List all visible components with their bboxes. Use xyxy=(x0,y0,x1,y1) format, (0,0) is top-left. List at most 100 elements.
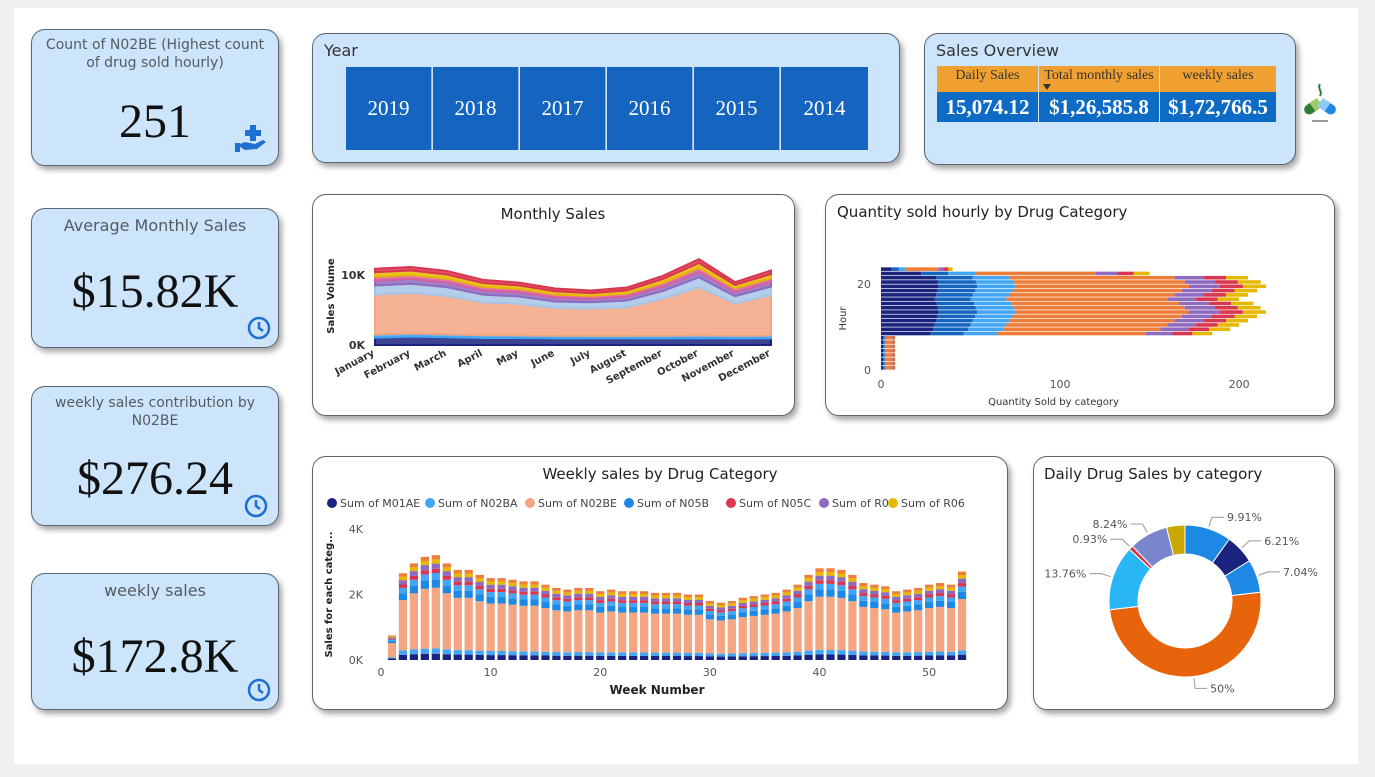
year-button-2016[interactable]: 2016 xyxy=(607,67,693,150)
week-bar-segment xyxy=(859,583,868,587)
week-bar-segment xyxy=(859,589,868,594)
hour-bar-segment xyxy=(884,348,887,353)
week-bar-segment xyxy=(409,654,418,660)
y-axis-label: Sales for each categ... xyxy=(324,531,335,657)
sales-overview-value-monthly: $1,26,585.8 xyxy=(1039,92,1159,122)
hour-bar-segment xyxy=(1196,297,1218,301)
week-bar-segment xyxy=(661,652,671,656)
week-bar-segment xyxy=(848,581,857,586)
week-bar-segment xyxy=(749,598,758,602)
sales-overview-header-weekly[interactable]: weekly sales xyxy=(1160,66,1276,92)
y-tick-label: 4K xyxy=(349,523,364,536)
week-bar-segment xyxy=(650,601,660,605)
year-button-2017[interactable]: 2017 xyxy=(520,67,606,150)
week-bar-segment xyxy=(464,577,473,582)
week-bar-segment xyxy=(563,595,572,599)
hour-bar-segment xyxy=(893,366,895,370)
kpi-weekly-card[interactable]: weekly sales $172.8K xyxy=(31,573,279,710)
week-bar-segment xyxy=(508,655,517,660)
year-button-2015[interactable]: 2015 xyxy=(694,67,780,150)
week-bar-segment xyxy=(749,615,758,653)
hour-bar-segment xyxy=(1226,275,1249,280)
week-bar-segment xyxy=(946,651,956,656)
week-bar-segment xyxy=(661,595,671,599)
week-bar-segment xyxy=(738,597,747,601)
hour-bar-segment xyxy=(938,284,978,289)
year-button-2019[interactable]: 2019 xyxy=(346,67,432,150)
week-bar-segment xyxy=(914,597,923,601)
sales-overview-title: Sales Overview xyxy=(936,41,1059,60)
week-bar-segment xyxy=(585,590,594,594)
hour-bar-segment xyxy=(884,357,887,362)
week-bar-segment xyxy=(892,652,901,656)
week-bar-segment xyxy=(596,593,605,597)
hour-bar-segment xyxy=(892,366,894,370)
hour-bar-segment xyxy=(881,280,938,284)
week-bar-segment xyxy=(782,652,791,656)
week-bar-segment xyxy=(957,586,967,592)
week-bar-segment xyxy=(738,653,747,657)
week-bar-segment xyxy=(431,579,440,588)
week-bar-segment xyxy=(815,596,824,650)
sales-overview-header-monthly[interactable]: Total monthly sales xyxy=(1039,66,1159,92)
legend-label: Sum of R03 xyxy=(832,497,896,510)
year-slicer-card: Year 2019 2018 2017 2016 2015 2014 xyxy=(312,33,900,163)
week-bar-segment xyxy=(442,571,451,576)
week-bar-segment xyxy=(464,590,473,598)
y-tick-label: 10K xyxy=(341,269,365,282)
week-bar-segment xyxy=(519,587,528,592)
week-bar-segment xyxy=(541,597,550,602)
hour-bar-segment xyxy=(937,314,976,319)
kpi-contrib-card[interactable]: weekly sales contribution by N02BE $276.… xyxy=(31,386,279,526)
year-button-2018[interactable]: 2018 xyxy=(433,67,519,150)
week-bar-segment xyxy=(870,608,879,652)
week-bar-segment xyxy=(837,577,846,582)
week-bar-segment xyxy=(881,595,890,599)
daily-drug-sales-chart: Daily Drug Sales by category 9.91%6.21% 7.… xyxy=(1044,465,1318,695)
week-bar-segment xyxy=(716,620,725,654)
week-bar-segment xyxy=(826,649,835,655)
week-bar-segment xyxy=(596,652,605,656)
week-bar-segment xyxy=(848,589,857,595)
week-bar-segment xyxy=(563,601,572,606)
donut-leader-line xyxy=(1089,573,1112,578)
sales-overview-header-daily[interactable]: Daily Sales xyxy=(937,66,1038,92)
hour-bar-segment xyxy=(934,297,971,301)
week-bar-segment xyxy=(760,599,769,604)
hour-bar-segment xyxy=(1174,318,1205,323)
week-bar-segment xyxy=(946,594,956,598)
hour-bar-segment xyxy=(977,284,1016,289)
week-bar-segment xyxy=(607,605,616,612)
week-bar-segment xyxy=(552,604,561,611)
clock-icon xyxy=(244,494,268,518)
week-bar-segment xyxy=(925,584,934,588)
kpi-count-card[interactable]: Count of N02BE (Highest count of drug so… xyxy=(31,29,279,166)
weekly-sales-chart: Weekly sales by Drug Category Sum of M01A… xyxy=(324,465,967,697)
week-bar-segment xyxy=(683,614,693,653)
hour-bar-segment xyxy=(1015,310,1189,314)
week-bar-segment xyxy=(760,656,769,660)
week-bar-segment xyxy=(497,603,506,651)
week-bar-segment xyxy=(650,613,660,653)
week-bar-segment xyxy=(398,584,408,588)
week-bar-segment xyxy=(640,600,649,603)
hour-bar-segment xyxy=(892,336,894,340)
kpi-avg-card[interactable]: Average Monthly Sales $15.82K xyxy=(31,208,279,348)
week-bar-segment xyxy=(925,608,934,652)
hour-bar-segment xyxy=(1011,301,1179,306)
week-bar-segment xyxy=(793,655,802,660)
week-bar-segment xyxy=(903,652,912,656)
hour-bar-segment xyxy=(884,344,887,349)
year-button-2014[interactable]: 2014 xyxy=(781,67,868,150)
week-bar-segment xyxy=(683,599,693,604)
week-bar-segment xyxy=(727,601,736,604)
hour-bar-segment xyxy=(972,293,1010,297)
week-bar-segment xyxy=(387,657,397,659)
chart-title: Quantity sold hourly by Drug Category xyxy=(837,203,1128,221)
week-bar-segment xyxy=(771,601,780,605)
week-bar-segment xyxy=(782,605,791,612)
week-bar-segment xyxy=(749,610,758,616)
sales-overview-card: Sales Overview Daily Sales Total monthly… xyxy=(924,33,1296,165)
hour-bar-segment xyxy=(1174,293,1205,297)
week-bar-segment xyxy=(946,601,956,609)
